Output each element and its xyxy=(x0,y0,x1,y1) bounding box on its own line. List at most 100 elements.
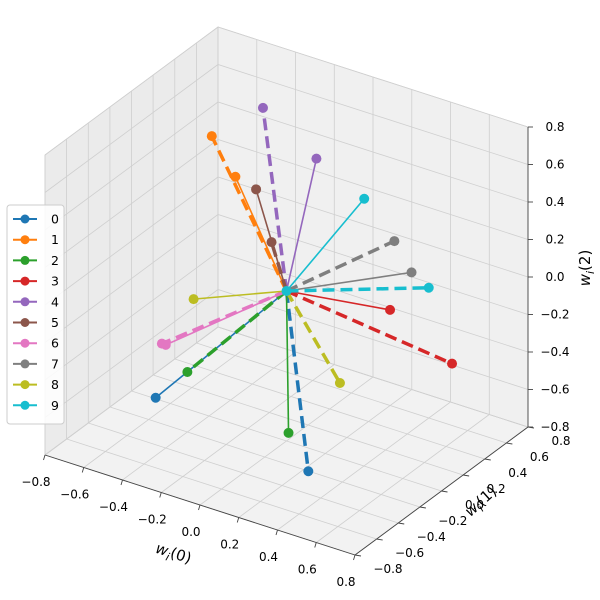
legend-item-1: 1 xyxy=(13,232,59,247)
series-solid-line xyxy=(285,198,365,292)
series-3 xyxy=(285,289,458,369)
legend-label: 8 xyxy=(51,377,59,392)
legend-marker xyxy=(20,380,30,390)
series-point xyxy=(188,294,199,305)
legend-item-3: 3 xyxy=(13,274,59,289)
y-tick-mark xyxy=(506,442,513,445)
z-tick-label: −0.8 xyxy=(540,420,569,434)
x-axis-label: wi(0) xyxy=(152,539,193,570)
z-tick-label: 0.8 xyxy=(545,120,564,134)
series-point xyxy=(257,102,268,113)
series-solid-line xyxy=(286,290,391,311)
legend-item-8: 8 xyxy=(13,377,59,392)
y-tick-label: −0.4 xyxy=(417,530,446,544)
y-tick-mark xyxy=(484,458,491,461)
series-point xyxy=(251,184,262,195)
x-tick-label: 0.8 xyxy=(336,575,355,589)
axis-edges xyxy=(43,126,535,561)
series-solid-line xyxy=(286,271,412,292)
legend-item-5: 5 xyxy=(13,315,59,330)
legend-item-9: 9 xyxy=(13,398,59,413)
y-tick-mark xyxy=(398,522,405,525)
legend: 0 1 2 3 4 5 6 7 8 9 xyxy=(6,204,65,425)
legend-item-6: 6 xyxy=(13,336,59,351)
legend-item-2: 2 xyxy=(13,253,59,268)
y-tick-label: 0.0 xyxy=(465,498,484,512)
y-tick-label: 0.2 xyxy=(487,482,506,496)
z-tick-label: 0.6 xyxy=(545,158,564,172)
legend-item-7: 7 xyxy=(13,356,59,371)
x-tick-label: 0.6 xyxy=(298,563,317,577)
x-tick-mark xyxy=(275,529,278,536)
series-point xyxy=(389,236,400,247)
x-tick-mark xyxy=(120,479,123,486)
tick-labels: −0.8 −0.8 −0.8 −0.6 −0.6 −0.6 −0.4 −0.4 −0.4 −0.2… xyxy=(21,120,570,589)
series-dashed-line xyxy=(284,290,311,472)
legend-marker xyxy=(20,214,30,224)
y-tick-label: −0.6 xyxy=(395,546,424,560)
series-9 xyxy=(285,193,434,293)
series-point xyxy=(206,131,217,142)
legend-marker xyxy=(20,338,30,348)
series-point xyxy=(230,171,241,182)
y-tick-label: −0.8 xyxy=(373,562,402,576)
z-tick-label: −0.2 xyxy=(540,308,569,322)
x-tick-label: −0.4 xyxy=(99,500,128,514)
series-point xyxy=(303,466,314,477)
legend-label: 4 xyxy=(51,294,59,309)
grid-line-y xyxy=(217,27,529,428)
y-tick-label: 0.8 xyxy=(551,434,570,448)
series-point xyxy=(160,339,171,350)
series-group xyxy=(150,102,458,477)
legend-marker xyxy=(20,235,30,245)
x-tick-label: −0.2 xyxy=(138,513,167,527)
series-solid-line xyxy=(255,189,288,292)
z-tick-label: −0.4 xyxy=(540,345,569,359)
origin-point xyxy=(281,286,292,296)
x-tick-label: −0.6 xyxy=(60,488,89,502)
x-tick-label: 0.0 xyxy=(181,525,200,539)
series-dashed-line xyxy=(210,135,289,292)
series-dashed-line xyxy=(286,285,429,293)
series-4 xyxy=(257,102,322,292)
z-tick-label: −0.6 xyxy=(540,383,569,397)
series-7 xyxy=(285,236,417,293)
axis-labels: wi(0)wi(1)wi(2) xyxy=(152,250,597,570)
x-tick-label: −0.8 xyxy=(21,475,50,489)
legend-marker xyxy=(20,255,30,265)
y-tick-label: 0.4 xyxy=(508,466,527,480)
series-point xyxy=(385,304,396,315)
legend-marker xyxy=(20,318,30,327)
y-tick-label: −0.2 xyxy=(438,514,467,528)
legend-label: 3 xyxy=(51,274,59,289)
legend-marker xyxy=(20,297,30,307)
grid-line-y xyxy=(152,75,464,476)
grid-line-y xyxy=(174,59,485,460)
y-tick-mark xyxy=(527,426,535,429)
x-tick-label: 0.2 xyxy=(220,538,239,552)
x-tick-mark xyxy=(43,454,46,461)
legend-label: 1 xyxy=(51,232,59,247)
series-point xyxy=(447,358,458,369)
series-8 xyxy=(188,290,345,388)
legend-marker xyxy=(20,400,30,410)
series-dashed-line xyxy=(261,107,289,292)
grid-line-y xyxy=(109,107,421,508)
legend-marker xyxy=(20,359,30,369)
series-5 xyxy=(251,184,289,292)
legend-marker xyxy=(20,276,30,286)
legend-label: 9 xyxy=(51,398,59,413)
series-6 xyxy=(156,289,288,350)
y-tick-mark xyxy=(441,490,448,493)
x-tick-label: 0.4 xyxy=(259,550,278,564)
grid-line-y xyxy=(131,91,442,492)
legend-item-4: 4 xyxy=(13,294,59,309)
series-dashed-line xyxy=(186,289,288,374)
legend-item-0: 0 xyxy=(13,212,59,227)
series-dashed-line xyxy=(285,289,453,366)
x-tick-mark xyxy=(81,467,85,473)
series-solid-line xyxy=(193,290,287,300)
x-tick-mark xyxy=(236,517,240,523)
x-tick-mark xyxy=(159,492,162,498)
x-tick-mark xyxy=(198,504,201,511)
